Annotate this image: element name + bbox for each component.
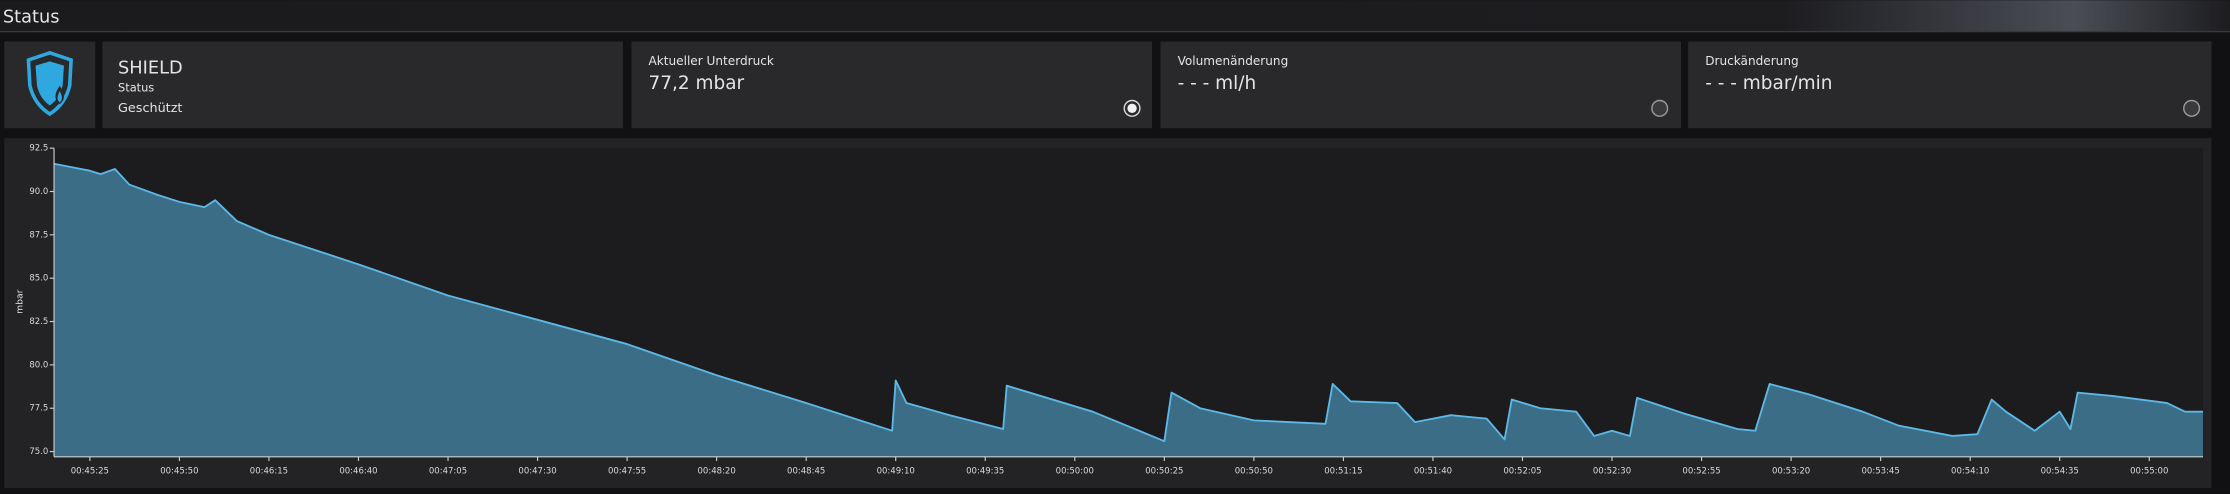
card-title: SHIELD [118,59,183,79]
radio-button[interactable] [2183,99,2201,117]
x-tick-label: 00:55:00 [2130,466,2168,476]
x-tick-label: 00:52:55 [1682,466,1720,476]
y-axis-label: mbar [14,289,25,314]
x-tick-label: 00:45:50 [160,466,198,476]
y-tick-label: 77.5 [29,404,48,414]
y-tick-label: 87.5 [29,230,48,240]
x-tick-label: 00:46:15 [250,466,288,476]
x-tick-label: 00:52:30 [1593,466,1631,476]
x-tick-label: 00:49:10 [877,466,915,476]
y-tick-label: 82.5 [29,317,48,327]
y-tick-label: 85.0 [29,274,48,284]
card-label: Druckänderung [1705,54,1798,68]
y-tick-label: 80.0 [29,360,48,370]
card-label: Aktueller Unterdruck [649,54,774,68]
chart: 75.0 77.5 80.0 82.5 85.0 87.5 90.0 92.5 00:45:25… [29,144,2203,476]
line [53,162,2203,443]
x-tick-label: 00:54:10 [1951,466,1989,476]
radio-button[interactable] [1651,99,1669,117]
x-tick-label: 00:47:30 [518,466,556,476]
x-tick-label: 00:47:55 [608,466,646,476]
x-tick-label: 00:50:00 [1056,466,1094,476]
x-tick-label: 00:54:35 [2041,466,2079,476]
pressure-card [631,41,1152,129]
x-tick-label: 00:48:45 [787,466,825,476]
x-tick-label: 00:50:50 [1235,466,1273,476]
x-tick-label: 00:49:35 [966,466,1004,476]
x-tick-label: 00:46:40 [339,466,377,476]
radio-button[interactable] [1123,99,1141,117]
volume-card [1160,41,1682,129]
x-tick-label: 00:51:40 [1414,466,1452,476]
x-tick-label: 00:53:45 [1862,466,1900,476]
y-tick-label: 92.5 [29,144,48,154]
card-value: - - - ml/h [1178,73,1257,94]
card-value: - - - mbar/min [1705,73,1832,94]
shield-icon [26,50,73,117]
y-tick-label: 75.0 [29,447,48,457]
pressure-rate-card [1688,41,2212,129]
x-tick-label: 00:53:20 [1772,466,1810,476]
card-label: Status [118,80,154,94]
card-label: Volumenänderung [1178,54,1289,68]
area [54,163,2203,457]
x-tick-label: 00:48:20 [698,466,736,476]
header-title: Status [3,7,60,27]
x-tick-label: 00:47:05 [429,466,467,476]
status-card [102,41,623,129]
x-tick-label: 00:50:25 [1145,466,1183,476]
header-bar [0,0,2230,32]
radio-dot [1127,103,1137,114]
y-tick-label: 90.0 [29,187,48,197]
x-tick-label: 00:51:15 [1324,466,1362,476]
card-value: Geschützt [118,101,182,116]
x-tick-label: 00:45:25 [71,466,109,476]
x-tick-label: 00:52:05 [1503,466,1541,476]
card-value: 77,2 mbar [649,73,745,94]
